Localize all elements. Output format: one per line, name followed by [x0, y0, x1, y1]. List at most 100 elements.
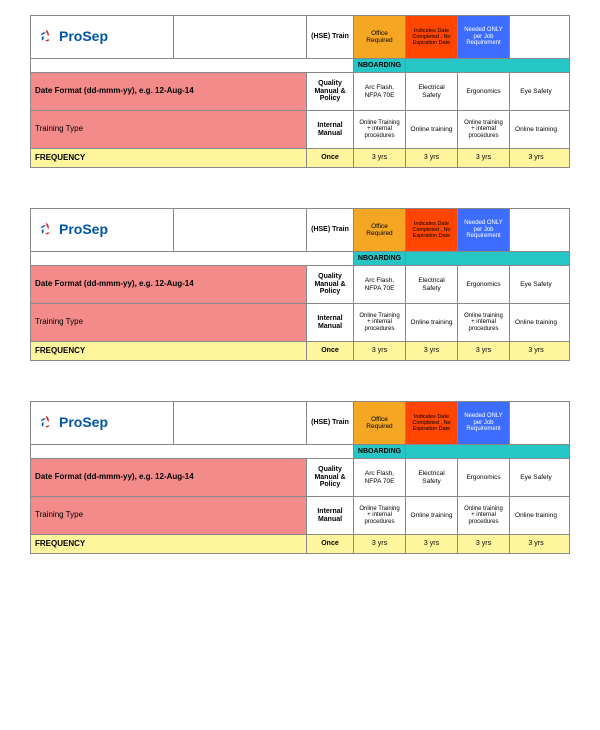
- frequency-label: FREQUENCY: [31, 342, 307, 360]
- training-type-c2: Online training: [406, 304, 458, 341]
- internal-manual-label: Internal Manual: [307, 304, 354, 341]
- legend-date-completed: Indicates Date Completed , No Expiration…: [406, 402, 458, 444]
- legend-date-completed: Indicates Date Completed , No Expiration…: [406, 209, 458, 251]
- training-type-c1: Online Training + internal procedures: [354, 111, 406, 148]
- date-format-label: Date Format (dd-mmm-yy), e.g. 12-Aug-14: [31, 266, 307, 303]
- date-format-label: Date Format (dd-mmm-yy), e.g. 12-Aug-14: [31, 459, 307, 496]
- header-spacer: [510, 16, 569, 58]
- training-type-c3: Online training + internal procedures: [458, 304, 510, 341]
- logo-cell: ProSep: [31, 402, 174, 444]
- training-type-c2: Online training: [406, 111, 458, 148]
- internal-manual-label: Internal Manual: [307, 111, 354, 148]
- training-type-c4: Online training: [510, 304, 562, 341]
- course-arc-flash: Arc Flash, NFPA 70E: [354, 459, 406, 496]
- header-spacer: [510, 209, 569, 251]
- quality-manual-label: Quality Manual & Policy: [307, 73, 354, 110]
- onboarding-label: NBOARDING: [354, 252, 406, 265]
- training-type-c4: Online training: [510, 111, 562, 148]
- header-blank: [174, 209, 307, 251]
- training-type-c3: Online training + internal procedures: [458, 497, 510, 534]
- training-matrix-block: ProSep (HSE) Train Office Required Indic…: [30, 401, 570, 554]
- legend-office-required: Office Required: [354, 209, 406, 251]
- course-ergonomics: Ergonomics: [458, 73, 510, 110]
- course-electrical-safety: Electrical Safety: [406, 266, 458, 303]
- header-spacer: [510, 402, 569, 444]
- hse-train-label: (HSE) Train: [307, 209, 354, 251]
- date-format-row: Date Format (dd-mmm-yy), e.g. 12-Aug-14 …: [31, 73, 569, 111]
- onboarding-label: NBOARDING: [354, 445, 406, 458]
- frequency-label: FREQUENCY: [31, 149, 307, 167]
- frequency-c1: 3 yrs: [354, 149, 406, 167]
- frequency-once: Once: [307, 342, 354, 360]
- onboarding-row: NBOARDING: [31, 59, 569, 73]
- frequency-c3: 3 yrs: [458, 342, 510, 360]
- training-type-c4: Online training: [510, 497, 562, 534]
- onboarding-row: NBOARDING: [31, 445, 569, 459]
- training-matrix-block: ProSep (HSE) Train Office Required Indic…: [30, 208, 570, 361]
- training-matrix-block: ProSep (HSE) Train Office Required Indic…: [30, 15, 570, 168]
- hse-train-label: (HSE) Train: [307, 402, 354, 444]
- course-ergonomics: Ergonomics: [458, 459, 510, 496]
- prosep-logo-icon: [37, 28, 55, 46]
- training-type-c1: Online Training + internal procedures: [354, 497, 406, 534]
- quality-manual-label: Quality Manual & Policy: [307, 459, 354, 496]
- legend-job-requirement: Needed ONLY per Job Requirement: [458, 209, 510, 251]
- header-blank: [174, 16, 307, 58]
- logo-cell: ProSep: [31, 209, 174, 251]
- frequency-c2: 3 yrs: [406, 535, 458, 553]
- frequency-c4: 3 yrs: [510, 342, 562, 360]
- training-type-label: Training Type: [31, 304, 307, 341]
- frequency-row: FREQUENCY Once 3 yrs 3 yrs 3 yrs 3 yrs: [31, 342, 569, 360]
- course-ergonomics: Ergonomics: [458, 266, 510, 303]
- date-format-row: Date Format (dd-mmm-yy), e.g. 12-Aug-14 …: [31, 459, 569, 497]
- frequency-row: FREQUENCY Once 3 yrs 3 yrs 3 yrs 3 yrs: [31, 535, 569, 553]
- date-format-row: Date Format (dd-mmm-yy), e.g. 12-Aug-14 …: [31, 266, 569, 304]
- hse-train-label: (HSE) Train: [307, 16, 354, 58]
- course-eye-safety: Eye Safety: [510, 73, 562, 110]
- legend-job-requirement: Needed ONLY per Job Requirement: [458, 16, 510, 58]
- course-electrical-safety: Electrical Safety: [406, 73, 458, 110]
- course-arc-flash: Arc Flash, NFPA 70E: [354, 266, 406, 303]
- header-row: ProSep (HSE) Train Office Required Indic…: [31, 402, 569, 445]
- training-type-row: Training Type Internal Manual Online Tra…: [31, 497, 569, 535]
- logo-cell: ProSep: [31, 16, 174, 58]
- legend-date-completed: Indicates Date Completed , No Expiration…: [406, 16, 458, 58]
- header-row: ProSep (HSE) Train Office Required Indic…: [31, 209, 569, 252]
- prosep-logo-icon: [37, 221, 55, 239]
- onboarding-blank: [31, 59, 354, 72]
- frequency-c4: 3 yrs: [510, 149, 562, 167]
- logo-text: ProSep: [59, 222, 108, 237]
- frequency-c3: 3 yrs: [458, 535, 510, 553]
- course-electrical-safety: Electrical Safety: [406, 459, 458, 496]
- date-format-label: Date Format (dd-mmm-yy), e.g. 12-Aug-14: [31, 73, 307, 110]
- onboarding-bar: [406, 252, 569, 265]
- legend-office-required: Office Required: [354, 16, 406, 58]
- header-row: ProSep (HSE) Train Office Required Indic…: [31, 16, 569, 59]
- logo-text: ProSep: [59, 415, 108, 430]
- training-type-row: Training Type Internal Manual Online Tra…: [31, 111, 569, 149]
- frequency-row: FREQUENCY Once 3 yrs 3 yrs 3 yrs 3 yrs: [31, 149, 569, 167]
- quality-manual-label: Quality Manual & Policy: [307, 266, 354, 303]
- training-type-label: Training Type: [31, 111, 307, 148]
- frequency-c1: 3 yrs: [354, 535, 406, 553]
- header-blank: [174, 402, 307, 444]
- course-eye-safety: Eye Safety: [510, 266, 562, 303]
- legend-office-required: Office Required: [354, 402, 406, 444]
- training-type-c1: Online Training + internal procedures: [354, 304, 406, 341]
- frequency-once: Once: [307, 149, 354, 167]
- legend-job-requirement: Needed ONLY per Job Requirement: [458, 402, 510, 444]
- frequency-once: Once: [307, 535, 354, 553]
- onboarding-row: NBOARDING: [31, 252, 569, 266]
- prosep-logo-icon: [37, 414, 55, 432]
- training-type-c3: Online training + internal procedures: [458, 111, 510, 148]
- onboarding-label: NBOARDING: [354, 59, 406, 72]
- frequency-c1: 3 yrs: [354, 342, 406, 360]
- frequency-c2: 3 yrs: [406, 342, 458, 360]
- frequency-c3: 3 yrs: [458, 149, 510, 167]
- training-type-c2: Online training: [406, 497, 458, 534]
- course-eye-safety: Eye Safety: [510, 459, 562, 496]
- frequency-c4: 3 yrs: [510, 535, 562, 553]
- onboarding-bar: [406, 445, 569, 458]
- training-type-label: Training Type: [31, 497, 307, 534]
- onboarding-blank: [31, 252, 354, 265]
